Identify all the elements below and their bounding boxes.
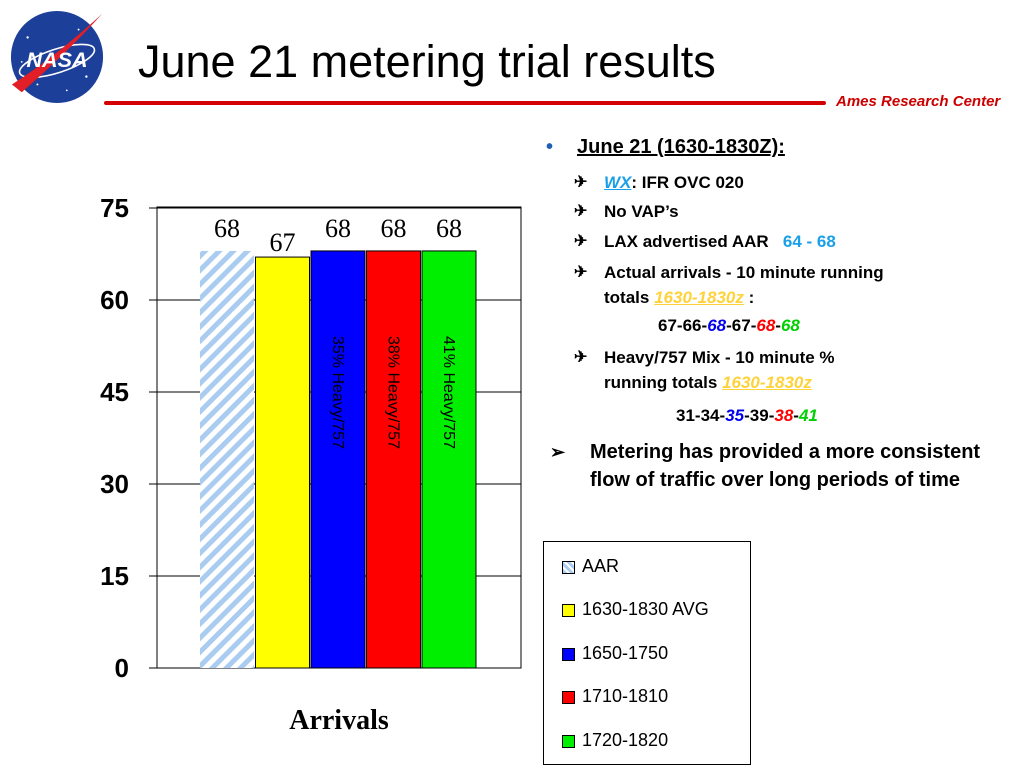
wx-label: WX xyxy=(604,173,632,192)
lax-label: LAX advertised AAR xyxy=(604,232,769,251)
y-tick-label: 0 xyxy=(115,653,129,683)
actual-sequence: 67-66-68-67-68-68 xyxy=(658,316,800,335)
chart-legend: AAR 1630-1830 AVG 1650-1750 1710-1810 17… xyxy=(543,541,751,765)
actual-colon: : xyxy=(743,288,755,307)
note-mix: ✈ Heavy/757 Mix - 10 minute % running to… xyxy=(574,345,835,395)
actual-line1: Actual arrivals - 10 minute running xyxy=(604,263,884,282)
mix-range: 1630-1830z xyxy=(722,373,812,392)
bar-1650-1750 xyxy=(310,250,366,669)
airplane-icon: ✈ xyxy=(574,264,588,281)
bar-1630-1830-avg xyxy=(255,256,310,669)
note-vap: ✈ No VAP’s xyxy=(574,199,679,224)
bar-data-label: 68 xyxy=(436,214,462,243)
wx-value: : IFR OVC 020 xyxy=(631,173,744,192)
airplane-icon: ✈ xyxy=(574,174,588,191)
conclusion-text: Metering has provided a more consistent … xyxy=(590,441,981,491)
title-rule xyxy=(104,101,826,105)
mix-sequence: 31-34-35-39-38-41 xyxy=(676,406,818,425)
notes-heading-row: • June 21 (1630-1830Z): xyxy=(546,136,785,159)
logo-text: NASA xyxy=(26,47,87,72)
legend-swatch xyxy=(562,648,575,661)
bar-annotation: 38% Heavy/757 xyxy=(385,336,402,449)
legend-swatch xyxy=(562,735,575,748)
bar-1720-1820 xyxy=(421,250,477,669)
y-tick-label: 45 xyxy=(100,377,129,407)
note-wx: ✈ WX: IFR OVC 020 xyxy=(574,170,744,195)
actual-range: 1630-1830z xyxy=(654,288,744,307)
y-tick-label: 15 xyxy=(100,561,129,591)
y-tick-label: 75 xyxy=(100,193,129,223)
bar-data-label: 68 xyxy=(214,214,240,243)
y-tick-label: 30 xyxy=(100,469,129,499)
vap-text: No VAP’s xyxy=(604,202,679,221)
bar-aar xyxy=(200,250,254,668)
airplane-icon: ✈ xyxy=(574,349,588,366)
bar-data-label: 67 xyxy=(270,228,296,257)
page-title: June 21 metering trial results xyxy=(138,36,716,87)
bar-data-label: 68 xyxy=(325,214,351,243)
note-lax: ✈ LAX advertised AAR 64 - 68 xyxy=(574,229,836,254)
actual-line2: totals xyxy=(604,288,650,307)
airplane-icon: ✈ xyxy=(574,233,588,250)
arrow-bullet-icon: ➢ xyxy=(550,442,566,462)
nasa-logo: NASA xyxy=(10,10,104,104)
notes-heading: June 21 (1630-1830Z): xyxy=(577,136,785,158)
lax-value: 64 - 68 xyxy=(782,232,836,251)
y-axis-ticks: 0 15 30 45 60 75 xyxy=(100,193,157,683)
x-axis-label: Arrivals xyxy=(289,705,389,736)
bullet-icon: • xyxy=(546,136,554,158)
bar-annotation: 41% Heavy/757 xyxy=(440,336,457,449)
airplane-icon: ✈ xyxy=(574,203,588,220)
bar-chart: 0 15 30 45 60 75 68 67 68 35% Heavy/757 68 38% Hea… xyxy=(100,193,522,736)
y-tick-label: 60 xyxy=(100,285,129,315)
bars: 68 67 68 35% Heavy/757 68 38% Heavy/757 68 41% … xyxy=(200,214,477,669)
bar-data-label: 68 xyxy=(381,214,407,243)
mix-line1: Heavy/757 Mix - 10 minute % xyxy=(604,348,835,367)
legend-swatch xyxy=(562,691,575,704)
note-actual: ✈ Actual arrivals - 10 minute running to… xyxy=(574,260,884,310)
bar-1710-1810 xyxy=(366,250,421,669)
center-label: Ames Research Center xyxy=(836,93,1001,110)
legend-swatch xyxy=(562,561,575,574)
mix-line2: running totals xyxy=(604,373,718,392)
legend-swatch xyxy=(562,604,575,617)
bar-annotation: 35% Heavy/757 xyxy=(329,336,346,449)
